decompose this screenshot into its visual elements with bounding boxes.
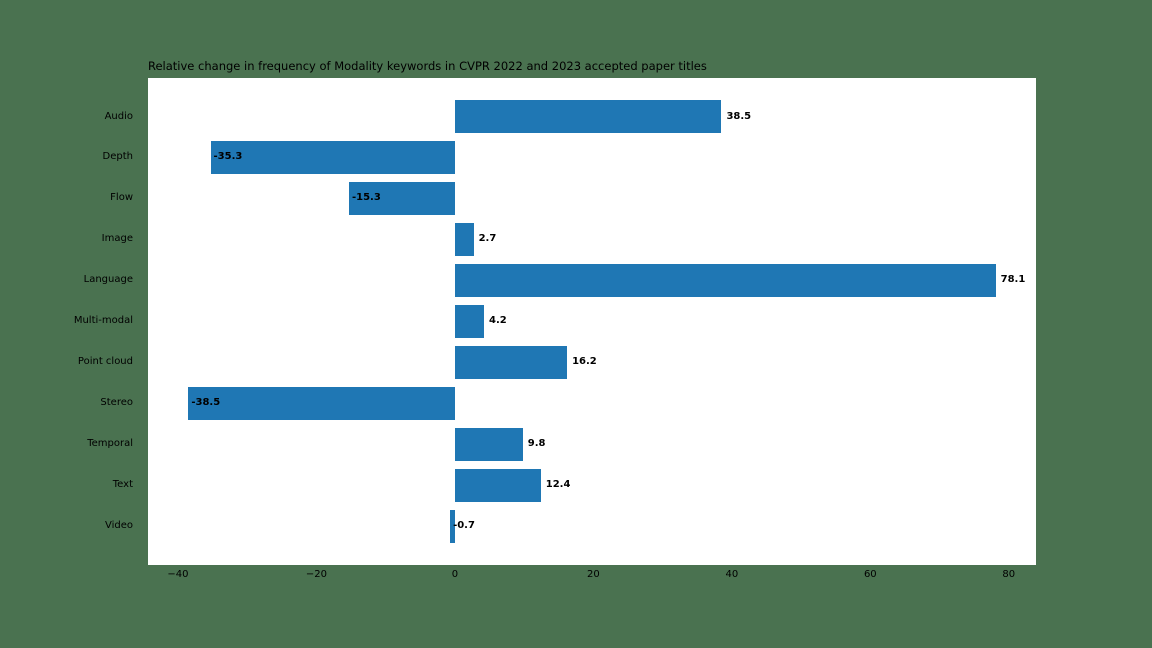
value-label: -35.3 (213, 151, 243, 163)
xtick-label: 40 (725, 569, 739, 580)
ytick-label: Language (83, 274, 133, 286)
xtick-label: 60 (863, 569, 877, 580)
ytick-label: Temporal (87, 438, 133, 450)
ytick-label: Audio (104, 110, 133, 122)
xtick-label: −20 (305, 569, 327, 580)
xtick-label: 0 (451, 569, 459, 580)
value-label: 9.8 (527, 438, 546, 450)
bar-image (454, 223, 474, 256)
ytick-label: Text (112, 479, 133, 491)
bar-temporal (454, 428, 523, 461)
bar-multi-modal (454, 305, 484, 338)
bar-language (454, 264, 996, 297)
bar-depth (210, 141, 455, 174)
ytick-label: Flow (110, 192, 133, 204)
value-label: -38.5 (191, 397, 221, 409)
value-label: 38.5 (726, 110, 752, 122)
value-label: 12.4 (545, 479, 571, 491)
bar-video (450, 510, 455, 543)
ytick-label: Image (101, 233, 133, 245)
bar-audio (454, 100, 722, 133)
value-label: 2.7 (478, 233, 497, 245)
value-label: 16.2 (572, 356, 597, 368)
bar-point-cloud (454, 346, 568, 379)
value-label: 4.2 (488, 315, 507, 327)
bar-text (454, 469, 541, 502)
value-label: -0.7 (453, 520, 475, 532)
bar-stereo (188, 387, 455, 420)
ytick-label: Stereo (100, 397, 133, 409)
ytick-label: Video (104, 520, 133, 532)
bar-flow (348, 182, 455, 215)
ytick-label: Point cloud (77, 356, 133, 368)
xtick-label: −40 (167, 569, 189, 580)
ytick-label: Depth (102, 151, 133, 163)
value-label: -15.3 (351, 192, 381, 204)
ytick-label: Multi-modal (73, 315, 133, 327)
xtick-label: 80 (1002, 569, 1016, 580)
xtick-label: 20 (587, 569, 600, 580)
value-label: 78.1 (1000, 274, 1026, 286)
chart-title: Relative change in frequency of Modality… (148, 59, 707, 73)
